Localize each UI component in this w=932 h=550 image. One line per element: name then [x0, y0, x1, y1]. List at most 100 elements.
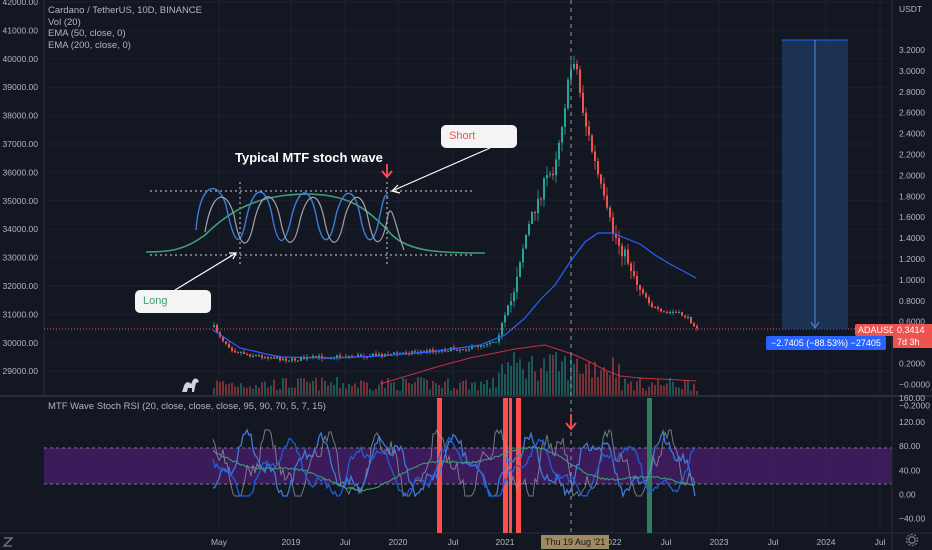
- last-price-tag[interactable]: 0.3414 7d 3h: [893, 324, 932, 348]
- volume-bar: [321, 377, 323, 395]
- candle-body: [504, 315, 506, 323]
- volume-bar: [405, 379, 407, 395]
- volume-bar: [582, 373, 584, 395]
- time-axis-label: 2019: [282, 537, 301, 547]
- volume-bar: [420, 377, 422, 395]
- candle-body: [672, 311, 674, 313]
- last-symbol-tag[interactable]: ADAUSDT: [855, 324, 905, 336]
- candle-body: [279, 356, 281, 361]
- volume-bar: [627, 383, 629, 395]
- left-price-axis[interactable]: 42000.00 41000.00 40000.00 39000.00 38000.00…: [3, 0, 39, 376]
- candle-body: [480, 345, 482, 348]
- indicator-ema50[interactable]: EMA (50, close, 0): [48, 28, 126, 39]
- candle-body: [231, 347, 233, 351]
- candle-body: [531, 211, 533, 224]
- symbol-title[interactable]: Cardano / TetherUS, 10D, BINANCE: [48, 5, 203, 16]
- indicator-vol[interactable]: Vol (20): [48, 16, 81, 28]
- short-callout[interactable]: Short: [441, 125, 517, 148]
- volume-bar: [495, 387, 497, 395]
- wave-slow-curve: [145, 193, 486, 254]
- candle-body: [561, 127, 563, 143]
- volume-bar: [636, 381, 638, 395]
- volume-bar: [519, 359, 521, 395]
- volume-bar: [561, 361, 563, 395]
- left-axis-label: 41000.00: [3, 25, 39, 35]
- volume-bar: [540, 368, 542, 395]
- volume-bar: [213, 388, 215, 395]
- right-price-axis[interactable]: USDT 3.2000 3.0000 2.8000 2.6000 2.4000 2.2000…: [899, 4, 930, 410]
- time-axis-label: Jul: [340, 537, 351, 547]
- oscillator-axis-label: −40.00: [899, 514, 926, 524]
- candle-body: [372, 353, 374, 357]
- short-pointer-arrow: [390, 147, 491, 194]
- oscillator-line: [212, 445, 696, 492]
- candle-body: [477, 345, 479, 348]
- candle-body: [414, 351, 416, 353]
- volume-bar: [333, 385, 335, 395]
- candle-body: [555, 159, 557, 176]
- volume-bar: [285, 378, 287, 395]
- candle-body: [447, 351, 449, 353]
- time-axis-label: 2024: [817, 537, 836, 547]
- time-axis-label: Jul: [768, 537, 779, 547]
- candle-body: [513, 292, 515, 302]
- volume-bar: [396, 389, 398, 395]
- candle-body: [567, 79, 569, 109]
- z-logo-icon[interactable]: [2, 537, 14, 547]
- oscillator-line: [212, 428, 696, 498]
- volume-bar: [510, 365, 512, 395]
- oscillator-title[interactable]: MTF Wave Stoch RSI (20, close, close, cl…: [48, 401, 326, 412]
- candle-body: [618, 237, 620, 246]
- candle-body: [645, 293, 647, 298]
- volume-bar: [669, 377, 671, 395]
- settings-gear-icon[interactable]: [905, 533, 919, 547]
- candle-body: [660, 308, 662, 312]
- candle-body: [600, 174, 602, 184]
- volume-bar: [456, 389, 458, 395]
- volume-bar: [288, 387, 290, 395]
- candle-body: [270, 357, 272, 359]
- volume-bar: [696, 390, 698, 395]
- right-axis-label: 1.2000: [899, 254, 925, 264]
- candle-body: [396, 352, 398, 354]
- candle-body: [648, 297, 650, 304]
- candle-body: [696, 326, 698, 329]
- volume-bar: [687, 380, 689, 395]
- volume-bar: [660, 385, 662, 395]
- volume-bar: [504, 374, 506, 395]
- candle-body: [237, 352, 239, 354]
- left-axis-label: 40000.00: [3, 54, 39, 64]
- volume-bar: [246, 388, 248, 395]
- candle-body: [588, 126, 590, 136]
- volume-bar: [306, 381, 308, 395]
- volume-bar: [378, 384, 380, 395]
- time-axis-label: Jul: [661, 537, 672, 547]
- time-axis-label: 2022: [603, 537, 622, 547]
- volume-bar: [489, 388, 491, 395]
- candle-body: [297, 360, 299, 362]
- volume-bar: [480, 381, 482, 395]
- candle-body: [330, 358, 332, 360]
- volume-bar: [507, 362, 509, 395]
- volume-bar: [435, 383, 437, 395]
- volume-bar: [291, 387, 293, 395]
- candle-body: [321, 355, 323, 359]
- right-axis-label: 0.6000: [899, 317, 925, 327]
- volume-bar: [465, 380, 467, 395]
- volume-bar: [678, 387, 680, 395]
- candle-body: [579, 69, 581, 93]
- volume-bar: [294, 387, 296, 395]
- oscillator-axis[interactable]: 160.00 120.00 80.00 40.00 0.00 −40.00: [899, 393, 926, 524]
- candle-body: [318, 355, 320, 358]
- long-callout[interactable]: Long: [135, 290, 211, 313]
- volume-bar: [411, 384, 413, 395]
- volume-bar: [474, 382, 476, 395]
- symbol-legend[interactable]: Cardano / TetherUS, 10D, BINANCE Vol (20…: [48, 5, 202, 51]
- time-axis[interactable]: May 2019 Jul 2020 Jul 2021 2022 Jul 2023 Jul 2024 J…: [211, 537, 886, 547]
- volume-bar: [522, 369, 524, 395]
- volume-bar: [447, 378, 449, 395]
- volume-bar: [462, 380, 464, 395]
- indicator-ema200[interactable]: EMA (200, close, 0): [48, 39, 131, 51]
